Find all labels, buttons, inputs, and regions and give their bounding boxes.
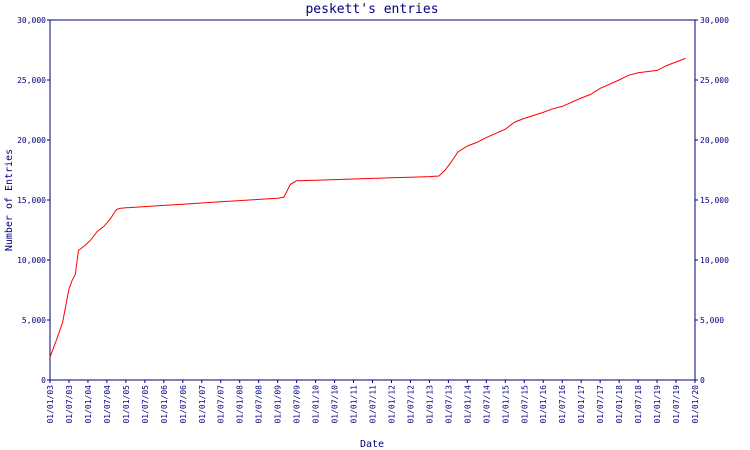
x-tick-label: 01/07/14: [482, 385, 491, 424]
y-tick-label-left: 0: [41, 376, 46, 385]
chart-title: peskett's entries: [305, 2, 438, 17]
x-tick-label: 01/07/08: [255, 385, 264, 424]
y-tick-label-right: 20,000: [700, 136, 729, 145]
x-tick-label: 01/01/12: [387, 385, 396, 424]
y-tick-label-left: 25,000: [17, 76, 46, 85]
x-tick-label: 01/07/15: [520, 385, 529, 424]
x-tick-label: 01/01/19: [653, 385, 662, 424]
y-tick-label-right: 10,000: [700, 256, 729, 265]
x-tick-label: 01/07/11: [369, 385, 378, 424]
x-tick-label: 01/01/14: [463, 385, 472, 424]
x-tick-label: 01/07/06: [179, 385, 188, 424]
y-axis-right: 0 5,000 10,000 15,000 20,000 25,000 30,000: [695, 16, 729, 385]
plot-frame: [49, 19, 696, 381]
x-tick-label: 01/07/04: [103, 385, 112, 424]
y-tick-label-left: 20,000: [17, 136, 46, 145]
x-tick-label: 01/01/15: [501, 385, 510, 424]
x-tick-label: 01/01/16: [539, 385, 548, 424]
x-tick-label: 01/07/05: [141, 385, 150, 424]
x-tick-label: 01/01/10: [312, 385, 321, 424]
x-tick-label: 01/07/07: [217, 385, 226, 424]
y-tick-label-left: 5,000: [22, 316, 46, 325]
x-tick-label: 01/01/07: [198, 385, 207, 424]
x-tick-label: 01/01/05: [122, 385, 131, 424]
x-tick-label: 01/01/20: [691, 385, 700, 424]
x-tick-label: 01/01/06: [160, 385, 169, 424]
x-tick-label: 01/01/08: [236, 385, 245, 424]
y-axis-label: Number of Entries: [4, 149, 15, 251]
x-tick-label: 01/01/18: [615, 385, 624, 424]
x-tick-label: 01/07/16: [558, 385, 567, 424]
x-tick-label: 01/07/18: [634, 385, 643, 424]
x-tick-label: 01/01/03: [46, 385, 55, 424]
y-tick-label-right: 30,000: [700, 16, 729, 25]
y-tick-label-left: 30,000: [17, 16, 46, 25]
x-tick-label: 01/01/17: [577, 385, 586, 424]
x-tick-label: 01/07/17: [596, 385, 605, 424]
x-tick-label: 01/07/03: [65, 385, 74, 424]
y-tick-label-left: 10,000: [17, 256, 46, 265]
x-tick-label: 01/01/13: [425, 385, 434, 424]
x-tick-label: 01/07/09: [293, 385, 302, 424]
x-tick-label: 01/07/19: [672, 385, 681, 424]
x-axis-label: Date: [360, 439, 384, 450]
x-axis: 01/01/03 01/07/03 01/01/04 01/07/04 01/01/05…: [46, 380, 700, 424]
series-line: [49, 57, 686, 358]
y-tick-label-right: 25,000: [700, 76, 729, 85]
y-tick-label-right: 5,000: [700, 316, 724, 325]
y-tick-label-right: 15,000: [700, 196, 729, 205]
x-tick-label: 01/07/12: [406, 385, 415, 424]
y-tick-label-right: 0: [700, 376, 705, 385]
y-axis-left: 0 5,000 10,000 15,000 20,000 25,000 30,000: [17, 16, 50, 385]
x-tick-label: 01/07/13: [444, 385, 453, 424]
x-tick-label: 01/07/10: [331, 385, 340, 424]
x-tick-label: 01/01/04: [84, 385, 93, 424]
x-tick-label: 01/01/11: [350, 385, 359, 424]
y-tick-label-left: 15,000: [17, 196, 46, 205]
x-tick-label: 01/01/09: [274, 385, 283, 424]
